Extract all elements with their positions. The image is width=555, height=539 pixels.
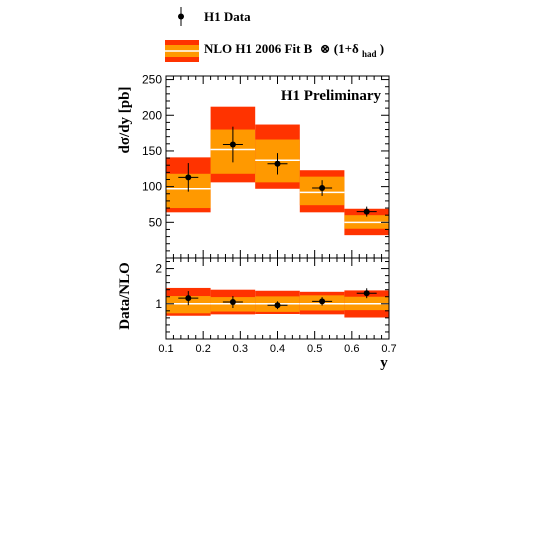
x-tick-label: 0.2 bbox=[196, 343, 211, 355]
data-point bbox=[363, 290, 370, 297]
x-tick-label: 0.1 bbox=[158, 343, 173, 355]
y-tick-label: 100 bbox=[142, 180, 162, 194]
x-tick-label: 0.6 bbox=[344, 343, 359, 355]
data-point bbox=[319, 185, 326, 192]
data-point bbox=[274, 160, 281, 167]
data-point bbox=[185, 295, 192, 302]
data-point bbox=[274, 302, 281, 309]
ratio-ylabel: Data/NLO bbox=[117, 262, 133, 330]
y-tick-label: 200 bbox=[142, 108, 162, 122]
top-panel: 50 100 150 200 250 bbox=[142, 73, 390, 259]
y-tick-label: 1 bbox=[155, 297, 162, 311]
data-point bbox=[363, 208, 370, 215]
ratio-panel: 1 2 0.1 0.2 0.3 0.4 0.5 0.6 0.7 bbox=[155, 257, 397, 355]
x-tick-label: 0.4 bbox=[270, 343, 285, 355]
legend-nlo-swatch bbox=[165, 40, 199, 62]
y-tick-label: 150 bbox=[142, 144, 162, 158]
data-point bbox=[229, 141, 236, 148]
y-tick-label: 250 bbox=[142, 73, 162, 87]
legend-nlo-label-sub: had bbox=[362, 49, 377, 59]
x-tick-label: 0.7 bbox=[381, 343, 396, 355]
annotation-h1-preliminary: H1 Preliminary bbox=[281, 88, 382, 104]
x-tick-label: 0.5 bbox=[307, 343, 322, 355]
x-axis-label: y bbox=[380, 355, 388, 371]
y-tick-label: 2 bbox=[155, 262, 162, 276]
legend-nlo-label-close: ) bbox=[380, 41, 384, 56]
data-point bbox=[319, 298, 326, 305]
legend-data-marker bbox=[178, 7, 184, 26]
legend: H1 Data NLO H1 2006 Fit B ⊗ (1+δ had ) bbox=[165, 7, 384, 62]
top-ylabel: dσ/dy [pb] bbox=[117, 87, 133, 154]
legend-nlo-label-suffix: ⊗ (1+δ bbox=[320, 41, 359, 56]
data-point bbox=[185, 174, 192, 181]
data-point bbox=[229, 299, 236, 306]
legend-nlo-label-main: NLO H1 2006 Fit B bbox=[204, 41, 313, 56]
y-tick-label: 50 bbox=[149, 215, 163, 229]
x-tick-label: 0.3 bbox=[233, 343, 248, 355]
legend-data-label: H1 Data bbox=[204, 9, 251, 24]
legend-nlo-label: NLO H1 2006 Fit B ⊗ (1+δ had ) bbox=[204, 41, 384, 60]
